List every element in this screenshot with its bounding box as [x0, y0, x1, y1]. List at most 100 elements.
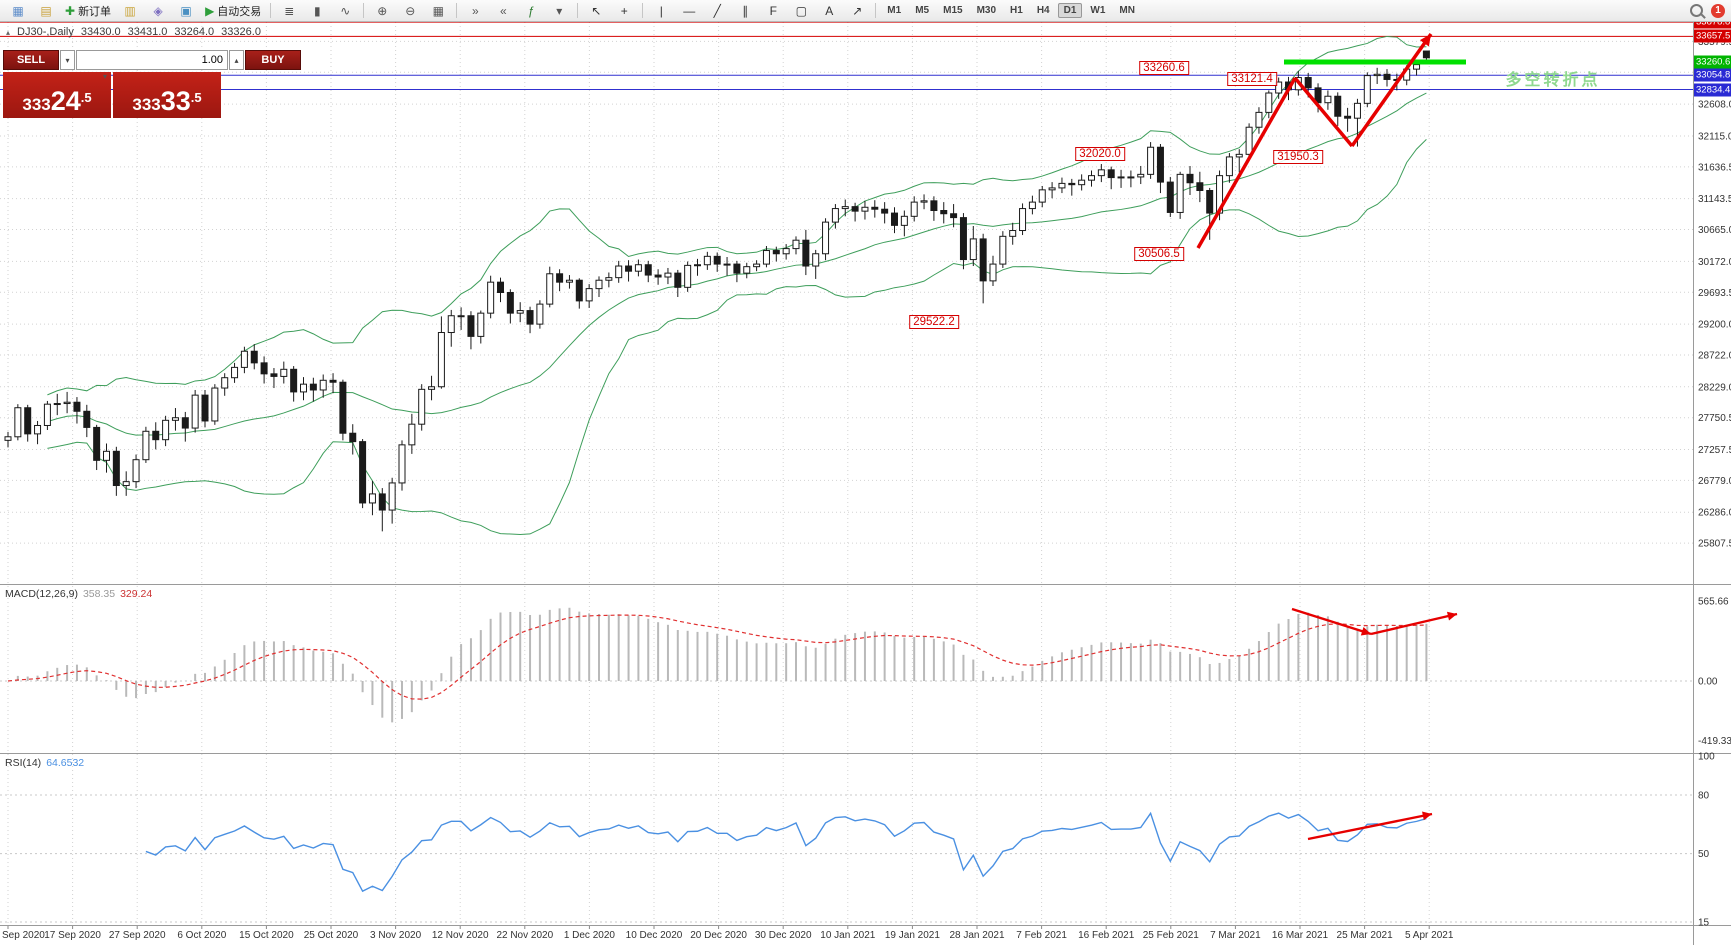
chart-shift-icon[interactable]: «: [490, 1, 516, 21]
toolbar-separator: [270, 3, 272, 18]
new-chart-icon[interactable]: ▦: [5, 1, 31, 21]
macd-signal-line: [7, 614, 1427, 700]
vertical-line-icon[interactable]: |: [648, 1, 674, 21]
channel-icon[interactable]: ∥: [732, 1, 758, 21]
search-icon[interactable]: [1690, 4, 1703, 17]
indicators-icon[interactable]: ƒ: [518, 1, 544, 21]
sell-price-sup: .5: [80, 90, 92, 105]
shapes-icon[interactable]: ▢: [788, 1, 814, 21]
price-annotation[interactable]: 33121.4: [1227, 72, 1277, 86]
price-annotation[interactable]: 32020.0: [1075, 147, 1125, 161]
price-level-lines[interactable]: [0, 21, 1693, 91]
toolbar-separator: [577, 3, 579, 18]
chart-shift-icon: «: [499, 3, 507, 18]
rsi-name: RSI(14): [5, 757, 42, 769]
svg-text:30172.0: 30172.0: [1698, 257, 1731, 268]
price-annotation[interactable]: 30506.5: [1134, 247, 1184, 261]
svg-text:28229.0: 28229.0: [1698, 382, 1731, 393]
collapse-one-click-icon[interactable]: ▾: [103, 72, 108, 81]
svg-text:26779.0: 26779.0: [1698, 476, 1731, 487]
price-annotation[interactable]: 31950.3: [1273, 150, 1323, 164]
toolbar-separator: [363, 3, 365, 18]
price-tag: 32834.4: [1694, 83, 1731, 96]
macd-histogram: [16, 607, 1428, 723]
collapse-panel-icon[interactable]: ▴: [6, 27, 11, 37]
svg-text:22 Nov 2020: 22 Nov 2020: [496, 930, 553, 941]
price-tag: 33657.5: [1694, 29, 1731, 43]
svg-text:3 Nov 2020: 3 Nov 2020: [370, 930, 422, 941]
indicator-dropdown-icon[interactable]: ▾: [546, 1, 572, 21]
price-annotation[interactable]: 33260.6: [1139, 61, 1189, 75]
navigator-icon[interactable]: ◈: [145, 1, 171, 21]
timeframe-MN[interactable]: MN: [1119, 5, 1135, 16]
auto-scroll-icon[interactable]: »: [462, 1, 488, 21]
ohlc-close: 33326.0: [221, 26, 261, 38]
svg-text:32115.0: 32115.0: [1698, 131, 1731, 142]
candlesticks[interactable]: [4, 50, 1430, 532]
line-chart-icon[interactable]: ∿: [332, 1, 358, 21]
terminal-icon[interactable]: ▣: [173, 1, 199, 21]
bar-chart-icon[interactable]: ≣: [276, 1, 302, 21]
timeframe-H4[interactable]: H4: [1036, 5, 1050, 16]
zoom-out-icon[interactable]: ⊖: [397, 1, 423, 21]
buy-price-prefix: 333: [132, 95, 161, 114]
sell-price-prefix: 333: [22, 95, 51, 114]
sell-price[interactable]: 333 24.5: [3, 72, 111, 118]
timeframe-M1[interactable]: M1: [887, 5, 902, 16]
svg-text:28 Jan 2021: 28 Jan 2021: [949, 930, 1004, 941]
autotrading-button[interactable]: ▶ 自动交易: [201, 1, 265, 21]
sell-button[interactable]: SELL: [3, 50, 59, 70]
chart-symbol-header: ▴ DJ30-,Daily 33430.0 33431.0 33264.0 33…: [6, 26, 261, 38]
price-tag: 33054.8: [1694, 68, 1731, 82]
auto-scroll-icon: »: [471, 3, 479, 18]
fibonacci-icon[interactable]: F: [760, 1, 786, 21]
svg-text:26286.0: 26286.0: [1698, 508, 1731, 519]
svg-text:5 Apr 2021: 5 Apr 2021: [1405, 930, 1454, 941]
candlestick-chart-icon: ▮: [313, 3, 321, 18]
arrow-object-icon[interactable]: ↗: [844, 1, 870, 21]
svg-text:29200.0: 29200.0: [1698, 320, 1731, 331]
trend-arrows[interactable]: [1196, 32, 1458, 841]
price-annotation[interactable]: 29522.2: [909, 315, 959, 329]
market-watch-icon[interactable]: ▥: [117, 1, 143, 21]
timeframe-M15[interactable]: M15: [943, 5, 963, 16]
turning-point-label[interactable]: 多空转折点: [1505, 72, 1601, 89]
svg-text:-419.33: -419.33: [1698, 736, 1731, 747]
horizontal-line-icon[interactable]: —: [676, 1, 702, 21]
timeframe-H1[interactable]: H1: [1010, 5, 1023, 16]
notification-badge[interactable]: 1: [1711, 3, 1725, 18]
line-chart-icon: ∿: [340, 3, 351, 18]
tile-windows-icon[interactable]: ▦: [425, 1, 451, 21]
timeframe-M30[interactable]: M30: [976, 5, 997, 16]
timeframe-M5[interactable]: M5: [915, 5, 930, 16]
macd-signal-value: 329.24: [120, 588, 153, 600]
cursor-icon[interactable]: ↖: [583, 1, 609, 21]
trendline-icon[interactable]: ╱: [704, 1, 730, 21]
autotrading-button-label: 自动交易: [217, 5, 262, 18]
volume-stepper-icon[interactable]: ▴: [229, 50, 244, 70]
timeframe-W1[interactable]: W1: [1090, 5, 1106, 16]
new-order-button-label: 新订单: [78, 5, 112, 18]
volume-input[interactable]: [76, 50, 228, 70]
svg-text:27 Sep 2020: 27 Sep 2020: [109, 930, 166, 941]
svg-text:25 Mar 2021: 25 Mar 2021: [1337, 930, 1394, 941]
volume-dropdown-icon[interactable]: ▾: [60, 50, 75, 70]
buy-price[interactable]: 333 33.5: [113, 72, 221, 118]
svg-text:27257.5: 27257.5: [1698, 445, 1731, 456]
macd-indicator-label: MACD(12,26,9) 358.35 329.24: [5, 588, 152, 600]
zoom-in-icon[interactable]: ⊕: [369, 1, 395, 21]
text-label-icon[interactable]: A: [816, 1, 842, 21]
svg-text:16 Feb 2021: 16 Feb 2021: [1078, 930, 1135, 941]
svg-text:27750.5: 27750.5: [1698, 413, 1731, 424]
svg-text:50: 50: [1698, 849, 1710, 860]
profiles-icon[interactable]: ▤: [33, 1, 59, 21]
timeframe-D1[interactable]: D1: [1057, 3, 1083, 18]
buy-button[interactable]: BUY: [245, 50, 301, 70]
new-order-button[interactable]: ✚ 新订单: [61, 1, 115, 21]
crosshair-icon[interactable]: +: [611, 1, 637, 21]
candlestick-chart-icon[interactable]: ▮: [304, 1, 330, 21]
bollinger-bands: [47, 35, 1427, 535]
